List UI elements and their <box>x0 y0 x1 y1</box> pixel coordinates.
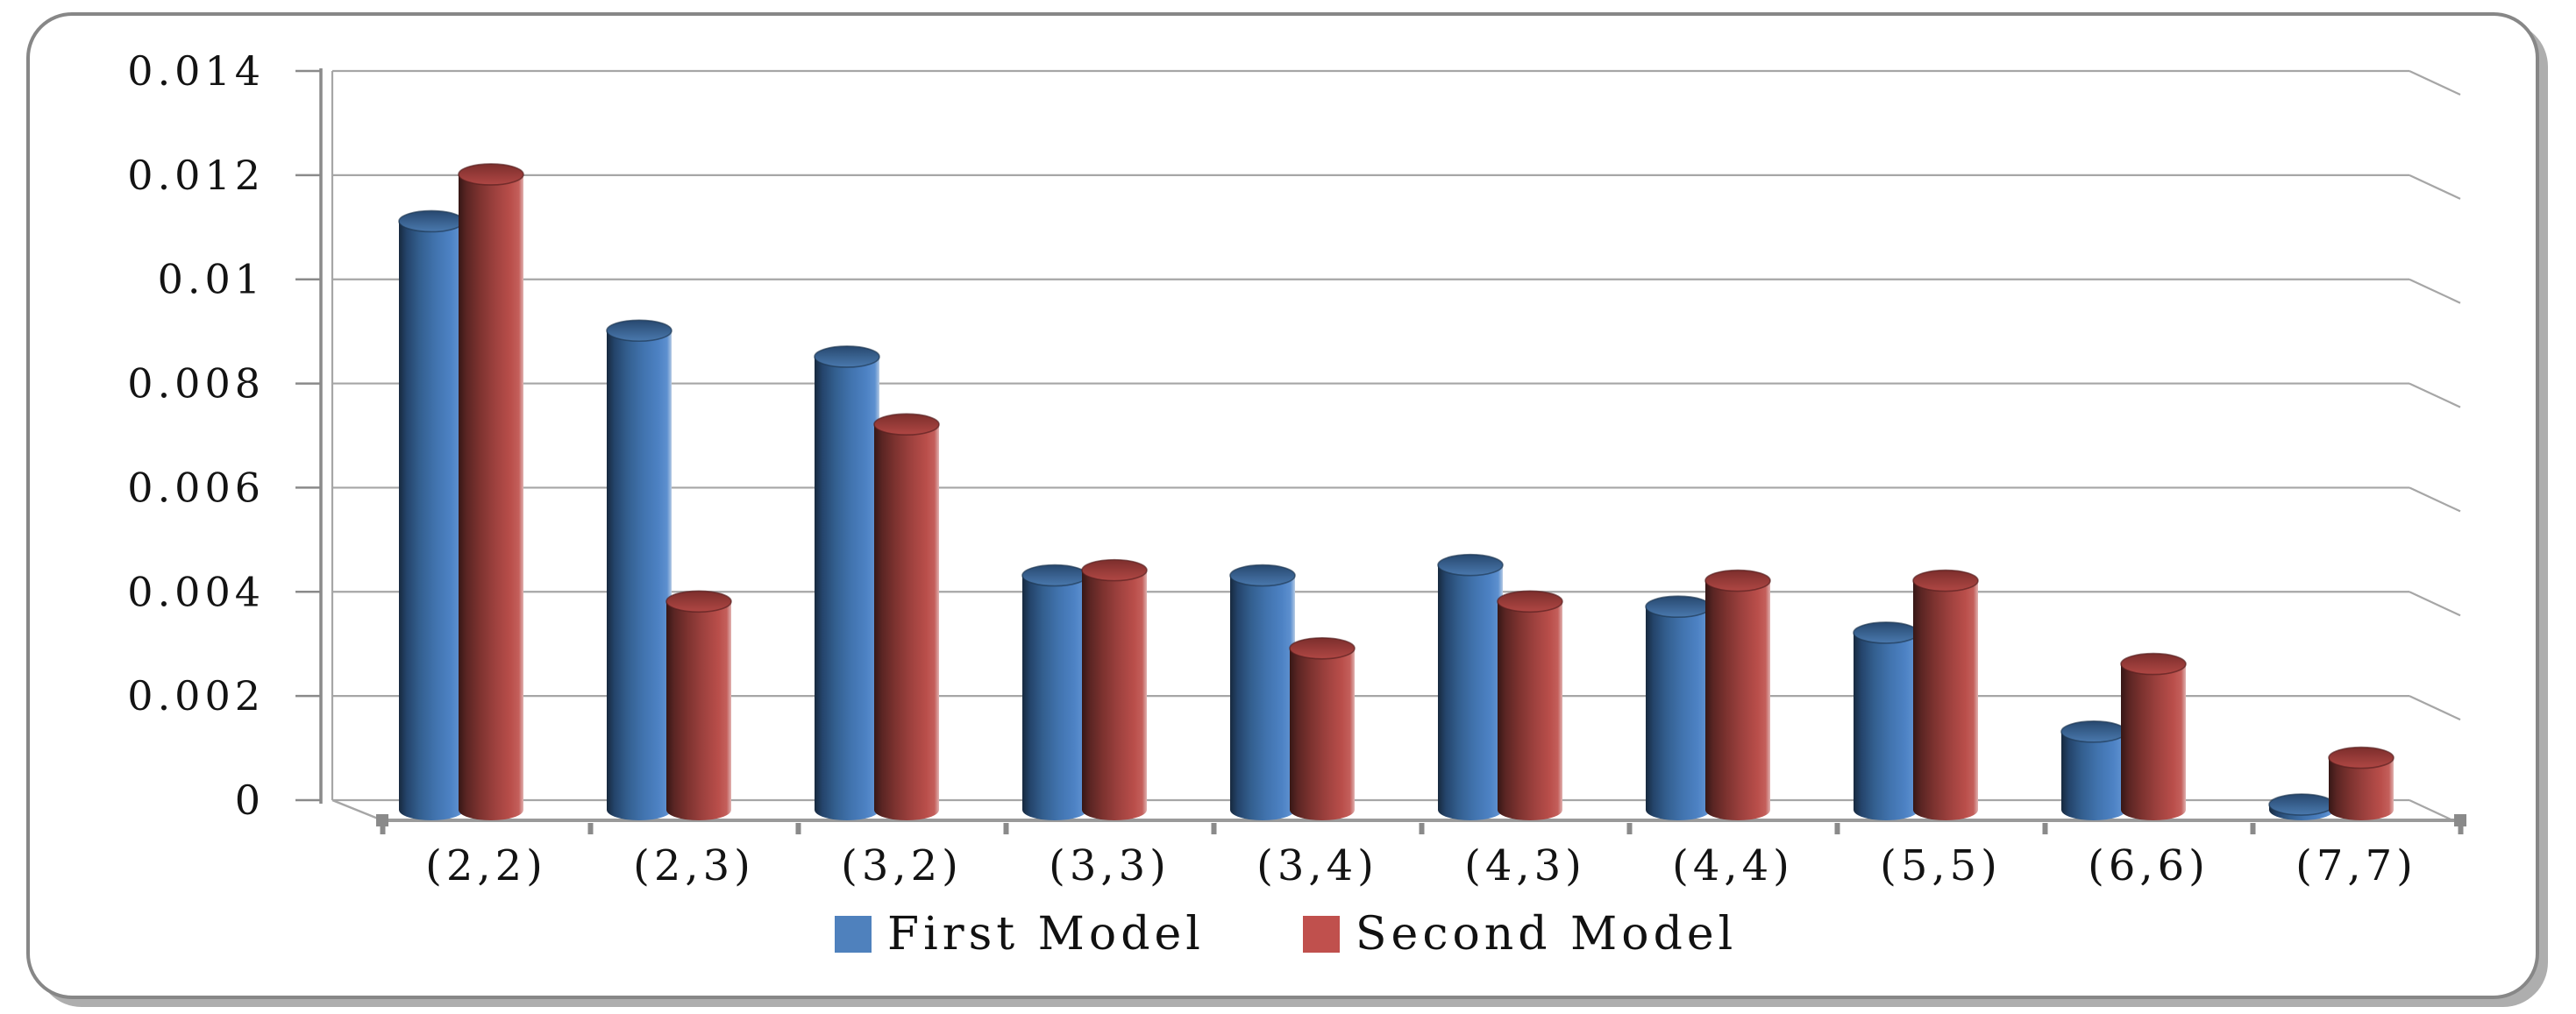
svg-text:(4,3): (4,3) <box>1464 841 1586 890</box>
svg-text:(7,7): (7,7) <box>2295 841 2417 890</box>
legend-item-second-model: Second Model <box>1302 908 1738 961</box>
svg-text:0.012: 0.012 <box>127 152 265 199</box>
svg-text:0.01: 0.01 <box>158 256 265 303</box>
axis-walls <box>295 68 2466 834</box>
svg-text:(2,3): (2,3) <box>633 841 755 890</box>
svg-text:(4,4): (4,4) <box>1672 841 1794 890</box>
second-model-swatch-icon <box>1302 916 1340 953</box>
axis-labels: 0 0.002 0.004 0.006 0.008 0.01 0.012 0.014 (2,2)… <box>127 47 2417 890</box>
svg-text:(3,3): (3,3) <box>1049 841 1171 890</box>
legend-label-second-model: Second Model <box>1355 908 1738 961</box>
legend: First Model Second Model <box>835 908 1737 961</box>
svg-text:0.004: 0.004 <box>127 568 265 615</box>
svg-text:0.006: 0.006 <box>127 464 265 511</box>
legend-item-first-model: First Model <box>835 908 1205 961</box>
svg-text:(2,2): (2,2) <box>425 841 547 890</box>
svg-text:0.008: 0.008 <box>127 360 265 408</box>
legend-label-first-model: First Model <box>887 908 1205 961</box>
svg-text:(3,4): (3,4) <box>1256 841 1378 890</box>
svg-text:(3,2): (3,2) <box>841 841 963 890</box>
svg-text:(5,5): (5,5) <box>1880 841 2002 890</box>
first-model-swatch-icon <box>835 916 872 953</box>
svg-text:0.014: 0.014 <box>127 47 265 95</box>
svg-text:0.002: 0.002 <box>127 672 265 720</box>
bars <box>398 163 2395 820</box>
svg-text:(6,6): (6,6) <box>2088 841 2210 890</box>
svg-text:0: 0 <box>235 776 265 824</box>
